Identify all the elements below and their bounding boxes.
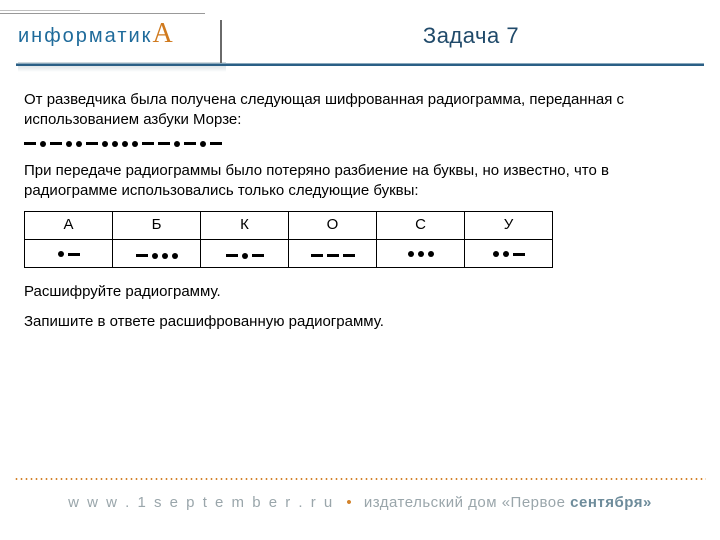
morse-dot [152,253,158,259]
table-header-cell: О [289,212,377,240]
logo-block: информатикА [0,0,222,72]
morse-dash [24,142,36,145]
footer-publisher-prefix: издательский дом [364,494,502,511]
morse-dash [142,142,154,145]
morse-dot [58,251,64,257]
morse-dot [242,253,248,259]
morse-dot [66,141,72,147]
table-code-row [25,240,553,268]
morse-dash [327,254,339,257]
morse-dash [68,253,80,256]
morse-dash [50,142,62,145]
morse-dot [162,253,168,259]
morse-dot [428,251,434,257]
morse-dash [184,142,196,145]
footer-brand-light: «Первое [502,494,570,511]
morse-dash [158,142,170,145]
morse-dot [200,141,206,147]
morse-dash [136,254,148,257]
morse-dash [513,253,525,256]
table-code-cell [113,240,201,268]
morse-dot [132,141,138,147]
page-title: Задача 7 [423,23,519,49]
morse-dash [226,254,238,257]
morse-dot [102,141,108,147]
footer-url: w w w . 1 s e p t e m b e r . r u [68,494,334,511]
morse-dash [210,142,222,145]
morse-dash [311,254,323,257]
morse-sequence [24,141,696,147]
table-code-cell [377,240,465,268]
morse-dash [86,142,98,145]
morse-dot [76,141,82,147]
table-header-cell: У [465,212,553,240]
morse-dash [252,254,264,257]
footer: w w w . 1 s e p t e m b e r . r u • изда… [0,478,720,540]
logo-prefix: информатик [18,25,152,47]
morse-dot [503,251,509,257]
table-code-cell [25,240,113,268]
table-header-cell: Б [113,212,201,240]
paragraph-2: При передаче радиограммы было потеряно р… [24,161,696,202]
morse-dash [343,254,355,257]
morse-dot [122,141,128,147]
morse-dot [112,141,118,147]
table-code-cell [465,240,553,268]
logo-accent: А [152,18,174,49]
footer-brand-bold: сентября» [570,494,652,511]
table-code-cell [289,240,377,268]
dotted-separator [14,478,706,480]
content: От разведчика была получена следующая ши… [0,72,720,333]
morse-dot [493,251,499,257]
morse-dot [408,251,414,257]
header: информатикА Задача 7 [0,0,720,72]
morse-dot [418,251,424,257]
morse-dot [40,141,46,147]
paragraph-1: От разведчика была получена следующая ши… [24,90,696,131]
bullet-icon: • [346,494,351,511]
morse-dot [172,253,178,259]
table-header-cell: С [377,212,465,240]
morse-dot [174,141,180,147]
paragraph-4: Запишите в ответе расшифрованную радиогр… [24,312,696,332]
table-header-row: АБКОСУ [25,212,553,240]
logo: информатикА [18,18,208,58]
table-header-cell: А [25,212,113,240]
paragraph-3: Расшифруйте радиограмму. [24,282,696,302]
table-code-cell [201,240,289,268]
code-table: АБКОСУ [24,211,553,268]
table-header-cell: К [201,212,289,240]
